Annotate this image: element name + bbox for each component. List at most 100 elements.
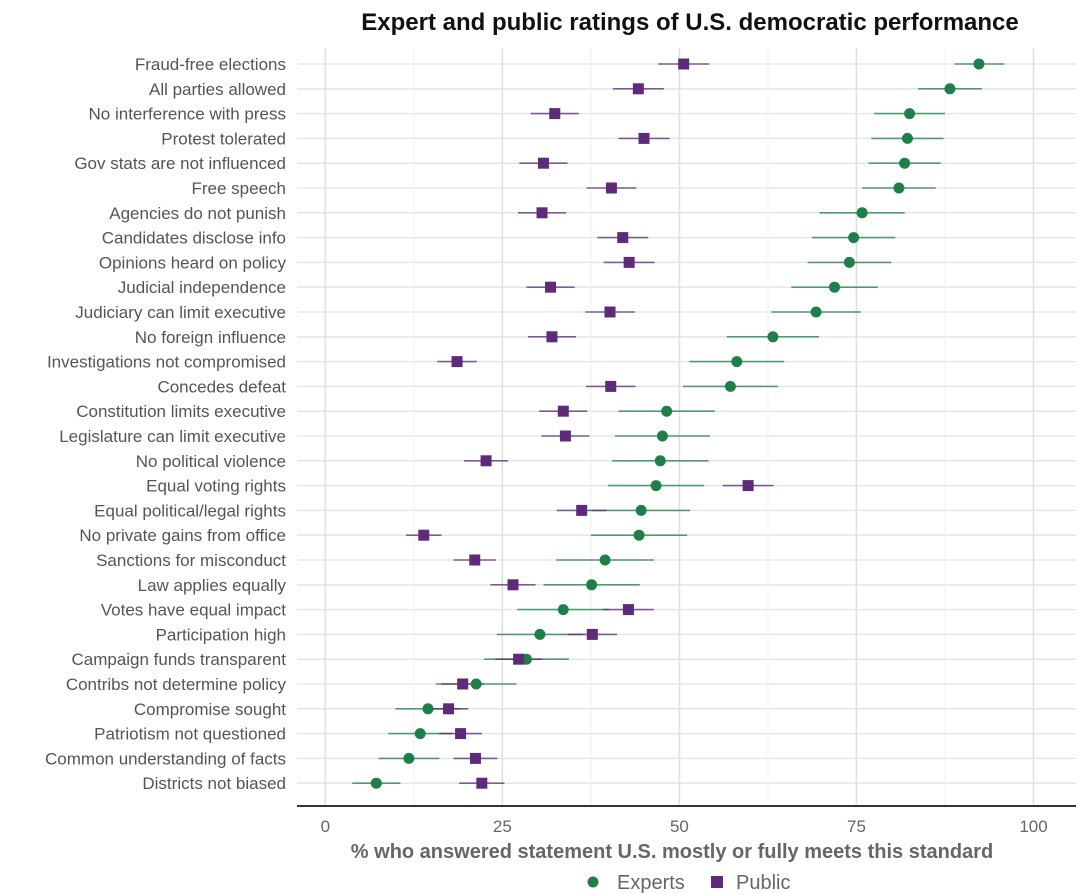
point-experts: [856, 207, 868, 219]
point-experts: [656, 430, 668, 442]
point-public: [480, 455, 492, 467]
point-experts: [901, 132, 913, 144]
category-label: Investigations not compromised: [47, 353, 286, 372]
category-label: Opinions heard on policy: [99, 253, 287, 272]
category-label: Compromise sought: [134, 700, 286, 719]
point-experts: [724, 380, 736, 392]
x-tick-label: 100: [1019, 817, 1047, 836]
category-label: Concedes defeat: [157, 377, 286, 396]
point-public: [576, 504, 588, 516]
legend-label-experts: Experts: [617, 872, 685, 894]
category-label: Participation high: [156, 625, 286, 644]
point-public: [507, 579, 519, 591]
point-public: [559, 430, 571, 442]
point-public: [586, 628, 598, 640]
category-label: All parties allowed: [149, 80, 286, 99]
legend-marker-public: [711, 876, 723, 888]
legend-label-public: Public: [736, 872, 790, 894]
point-public: [513, 653, 525, 665]
category-label: Campaign funds transparent: [71, 650, 286, 669]
category-label: Candidates disclose info: [102, 229, 286, 248]
x-tick-label: 0: [321, 817, 330, 836]
point-public: [469, 554, 481, 566]
point-public: [443, 703, 455, 715]
point-public: [622, 604, 634, 616]
point-experts: [893, 182, 905, 194]
point-experts: [557, 604, 569, 616]
point-public: [455, 728, 467, 740]
x-tick-label: 75: [847, 817, 866, 836]
category-label: Agencies do not punish: [109, 204, 286, 223]
point-experts: [767, 331, 779, 343]
point-experts: [843, 256, 855, 268]
category-label: No interference with press: [89, 105, 286, 124]
category-label: Free speech: [192, 179, 287, 198]
point-experts: [661, 405, 673, 417]
point-experts: [635, 504, 647, 516]
category-label: Contribs not determine policy: [66, 675, 287, 694]
point-public: [536, 207, 548, 219]
point-public: [469, 752, 481, 764]
point-experts: [633, 529, 645, 541]
point-public: [742, 480, 754, 492]
category-label: Fraud-free elections: [135, 55, 286, 74]
point-experts: [534, 628, 546, 640]
category-label: Judiciary can limit executive: [75, 303, 286, 322]
point-experts: [650, 480, 662, 492]
point-experts: [829, 281, 841, 293]
category-label: Patriotism not questioned: [94, 725, 286, 744]
point-public: [537, 157, 549, 169]
category-label: Districts not biased: [142, 774, 286, 793]
point-public: [638, 132, 650, 144]
point-experts: [422, 703, 434, 715]
point-public: [632, 83, 644, 95]
category-label: Constitution limits executive: [76, 402, 286, 421]
point-experts: [586, 579, 598, 591]
data-marks: [352, 58, 1005, 789]
point-experts: [370, 777, 382, 789]
point-experts: [944, 83, 956, 95]
category-label: Equal political/legal rights: [94, 501, 286, 520]
point-public: [678, 58, 690, 70]
point-public: [451, 356, 463, 368]
y-axis-labels: Fraud-free elections All parties allowed N…: [45, 55, 286, 793]
category-label: No private gains from office: [79, 526, 286, 545]
point-public: [546, 331, 558, 343]
point-experts: [810, 306, 822, 318]
category-label: No foreign influence: [135, 328, 286, 347]
legend: Experts Public: [587, 872, 790, 894]
point-public: [623, 256, 635, 268]
point-public: [418, 529, 430, 541]
point-public: [604, 306, 616, 318]
category-label: No political violence: [136, 452, 286, 471]
x-tick-label: 50: [670, 817, 689, 836]
grid-lines: [297, 48, 1076, 806]
point-public: [605, 380, 617, 392]
point-experts: [973, 58, 985, 70]
point-experts: [403, 752, 415, 764]
category-label: Common understanding of facts: [45, 749, 286, 768]
point-experts: [899, 157, 911, 169]
category-label: Equal voting rights: [146, 477, 286, 496]
category-label: Gov stats are not influenced: [74, 154, 286, 173]
x-axis-ticks: 0 25 50 75 100: [321, 817, 1048, 836]
point-public: [545, 281, 557, 293]
category-label: Judicial independence: [118, 278, 286, 297]
point-experts: [414, 728, 426, 740]
category-label: Law applies equally: [138, 576, 287, 595]
point-experts: [654, 455, 666, 467]
point-experts: [731, 356, 743, 368]
legend-marker-experts: [587, 876, 599, 888]
point-public: [549, 108, 561, 120]
x-axis-title: % who answered statement U.S. mostly or …: [351, 841, 993, 863]
category-label: Protest tolerated: [161, 129, 286, 148]
category-label: Legislature can limit executive: [59, 427, 286, 446]
point-public: [605, 182, 617, 194]
point-public: [476, 777, 488, 789]
chart-title: Expert and public ratings of U.S. democr…: [361, 9, 1018, 36]
point-experts: [848, 232, 860, 244]
category-label: Sanctions for misconduct: [96, 551, 286, 570]
point-experts: [904, 108, 916, 120]
x-tick-label: 25: [493, 817, 512, 836]
